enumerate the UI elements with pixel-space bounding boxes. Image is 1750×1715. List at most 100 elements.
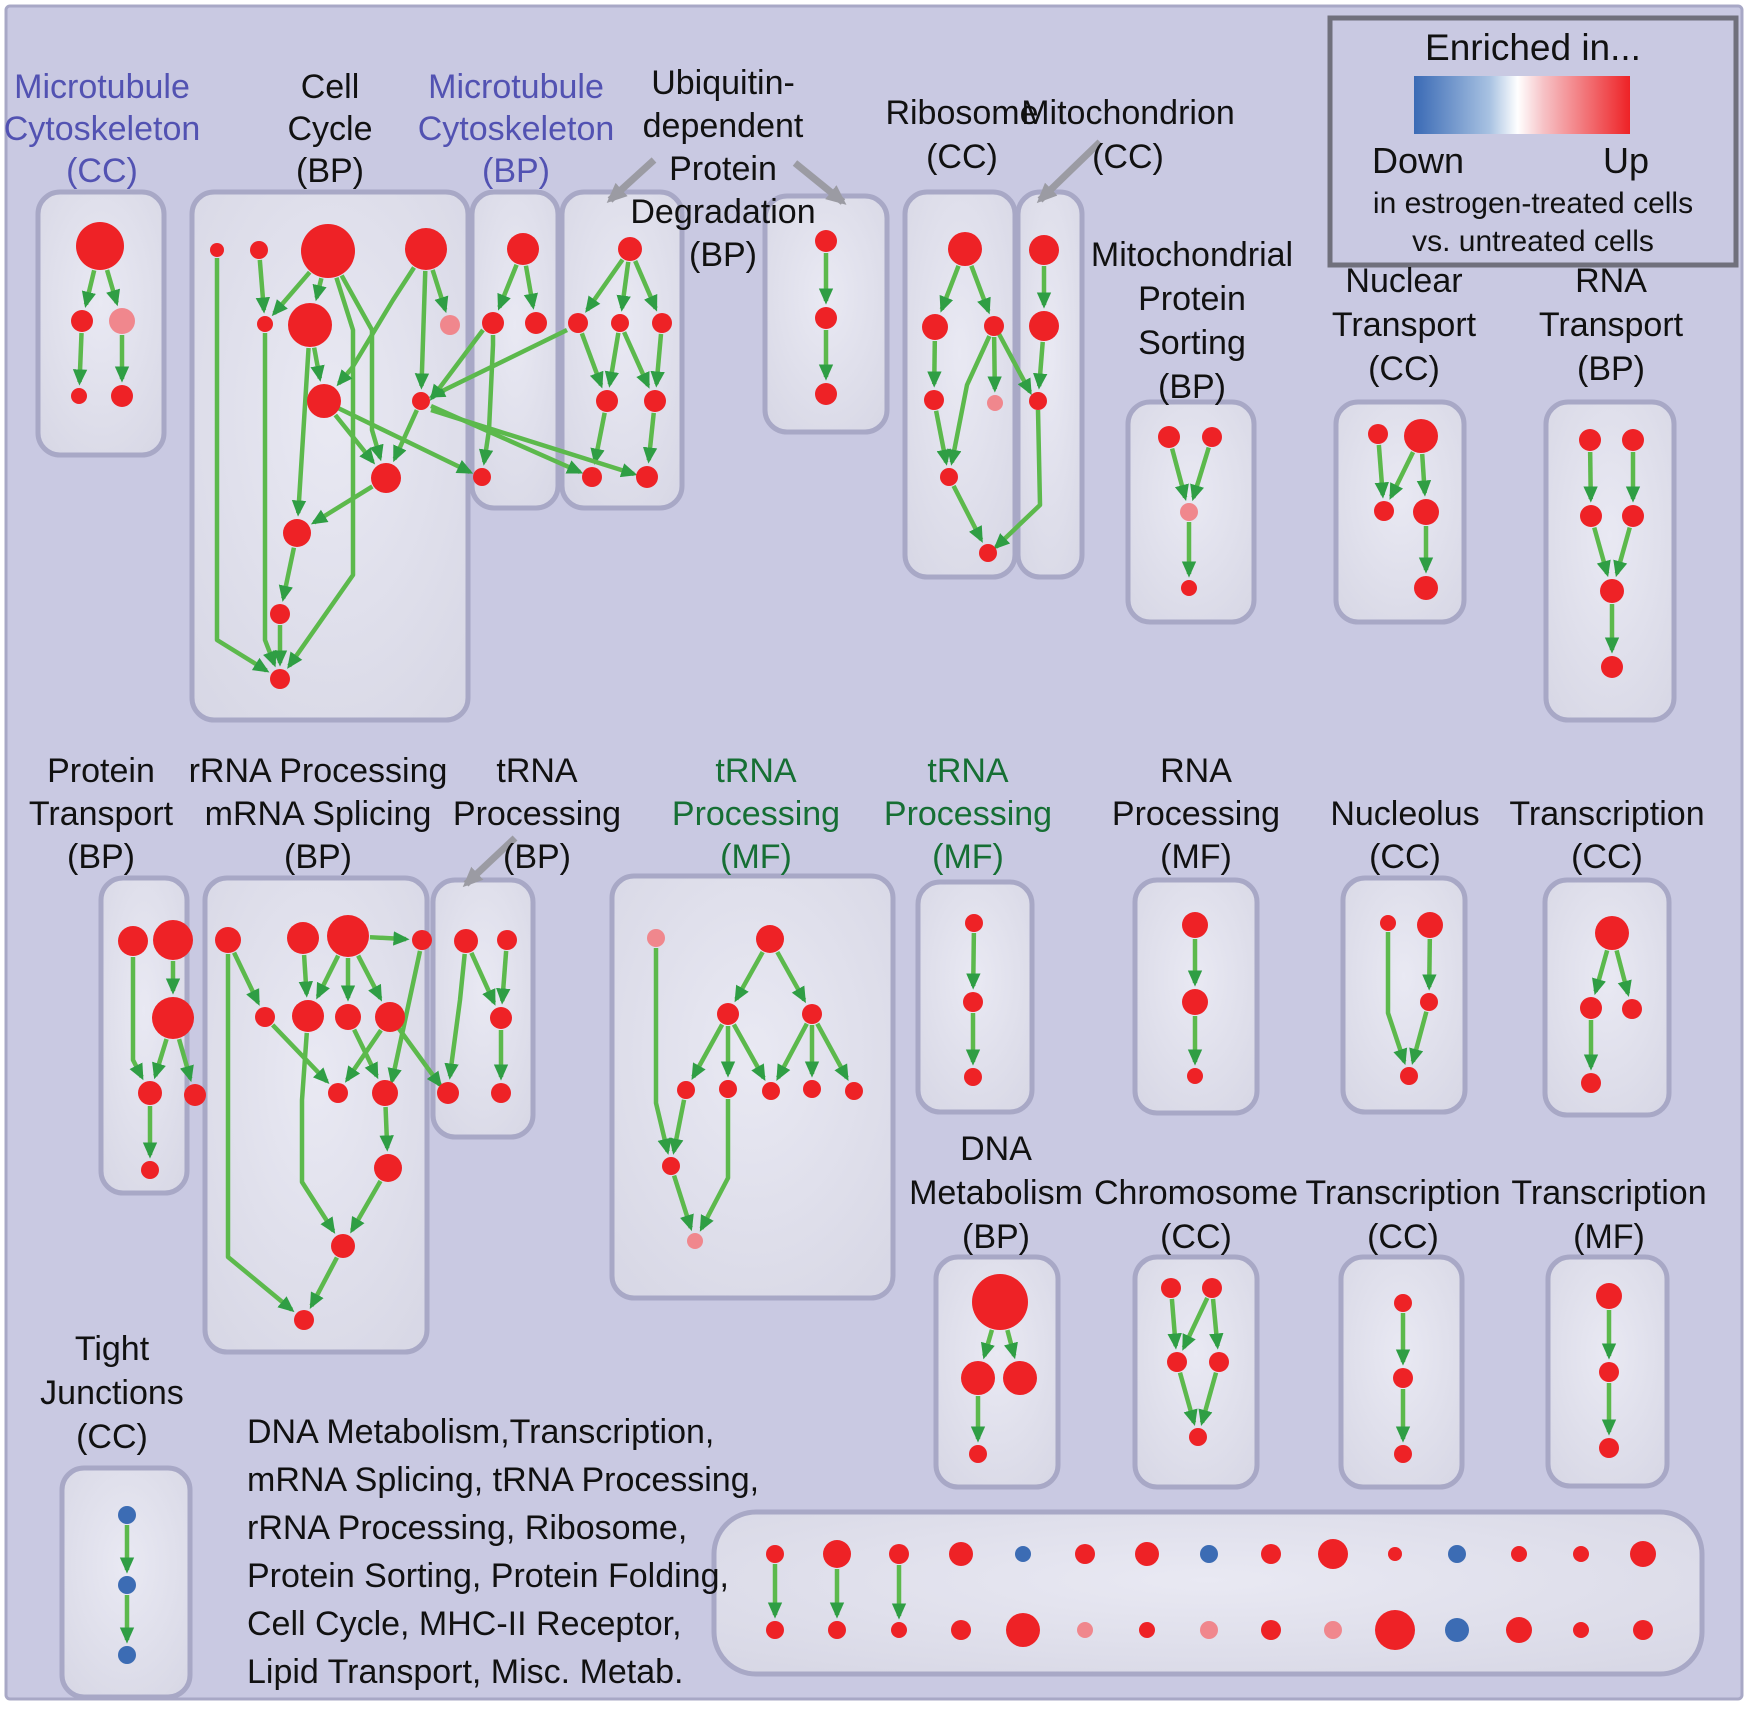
edge-arrow (1389, 451, 1416, 500)
label-pointer-arrow (792, 160, 847, 205)
edge-arrow (1592, 949, 1610, 996)
transcription-cc-row2-label: (CC) (1571, 838, 1643, 876)
dna-metabolism-bp-node (961, 1361, 995, 1395)
cell-cycle-bp-node (257, 316, 273, 332)
rna-processing-mf-node (1182, 989, 1208, 1015)
edge-arrow (339, 274, 384, 462)
tight-junctions-cc-node (118, 1506, 136, 1524)
edge-arrow (1169, 448, 1189, 501)
label-pointer-arrow (1036, 139, 1103, 204)
edge-arrow (262, 333, 277, 668)
edge-arrow (1614, 949, 1632, 998)
rrna-processing-mrna-splicing-bp-node (372, 1080, 398, 1106)
microtubule-cytoskeleton-cc-node (71, 310, 93, 332)
misc-terms-text: rRNA Processing, Ribosome, (247, 1509, 687, 1547)
edge-arrow (523, 265, 538, 310)
edge-arrow (298, 954, 313, 998)
chromosome-cc-node (1202, 1278, 1222, 1298)
rna-processing-mf-label: Processing (1112, 795, 1280, 833)
nucleolus-cc-node (1400, 1067, 1418, 1085)
legend-box (1327, 15, 1739, 268)
microtubule-cytoskeleton-bp-label: Microtubule (428, 68, 604, 106)
protein-transport-bp-node (138, 1081, 162, 1105)
label-pointer-arrow (606, 157, 657, 204)
edge-arrow (966, 932, 981, 990)
layer-pointer-arrows (462, 139, 1103, 888)
cross-cluster-edge-arrow (395, 1024, 443, 1088)
edge-arrow (271, 270, 312, 317)
trna-processing-bp-label: (BP) (503, 838, 571, 876)
tight-junctions-cc-label: Tight (75, 1330, 150, 1368)
edge-arrow (255, 259, 271, 314)
edge-arrow (980, 1329, 995, 1360)
dna-metabolism-bp-node (1003, 1361, 1037, 1395)
misc-term-node (1388, 1547, 1402, 1561)
mitochondrial-protein-sorting-bp-node (1202, 427, 1222, 447)
edge-arrow (939, 264, 961, 313)
trna-processing-mf-1-node (762, 1082, 780, 1100)
edge-arrow (1198, 1371, 1219, 1427)
nuclear-transport-cc-node (1404, 419, 1438, 453)
edge-arrow (1177, 1371, 1198, 1427)
ubiquitin-degradation-bp-label: Ubiquitin- (651, 64, 795, 102)
rrna-processing-mrna-splicing-bp-node (294, 1310, 314, 1330)
protein-transport-bp-node (118, 926, 148, 956)
edge-arrow (478, 335, 496, 466)
misc-term-node (828, 1621, 846, 1639)
nuclear-transport-cc-node (1368, 424, 1388, 444)
edge-arrow (430, 269, 449, 314)
misc-term-node (1015, 1546, 1031, 1562)
edge-arrow (1409, 1011, 1429, 1065)
microtubule-cytoskeleton-cc-node (109, 308, 135, 334)
dna-metabolism-bp-label: (BP) (962, 1218, 1030, 1256)
rrna-processing-mrna-splicing-bp-node (335, 1004, 361, 1030)
nuclear-transport-cc-label: (CC) (1368, 350, 1440, 388)
trna-processing-mf-2-label: tRNA (927, 752, 1009, 790)
trna-processing-mf-2-node (964, 1068, 982, 1086)
trna-processing-mf-1-box (609, 873, 896, 1301)
protein-transport-bp-label: Protein (47, 752, 155, 790)
protein-transport-bp-node (184, 1084, 206, 1106)
edge-arrow (333, 413, 376, 465)
edge-arrow (152, 1038, 169, 1080)
misc-term-node (766, 1545, 784, 1563)
misc-term-node (1375, 1610, 1415, 1650)
chromosome-cc-node (1161, 1278, 1181, 1298)
mitochondrion-cc-node (1029, 311, 1059, 341)
rrna-processing-mrna-splicing-bp-node (331, 1234, 355, 1258)
cross-cluster-edge-arrow (993, 409, 1043, 550)
edge-arrow (392, 409, 419, 463)
ribosome-cc-node (979, 544, 997, 562)
layer-edges (72, 253, 1641, 1644)
edge-arrow (1613, 526, 1632, 578)
edge-arrow (1583, 451, 1598, 503)
legend-subtitle-1: in estrogen-treated cells (1373, 187, 1693, 220)
protein-transport-bp-label: (BP) (67, 838, 135, 876)
cell-cycle-bp-node (412, 392, 430, 410)
ubiquitin-degradation-bp-node (652, 313, 672, 333)
ribosome-cc-node (984, 316, 1004, 336)
transcription-cc-row2-label: Transcription (1509, 795, 1704, 833)
trna-processing-bp-node (491, 1083, 511, 1103)
misc-term-node (949, 1542, 973, 1566)
misc-term-node (1573, 1546, 1589, 1562)
dna-metabolism-bp-label: Metabolism (909, 1174, 1083, 1212)
ubiquitin-degradation-bp-2-node (815, 383, 837, 405)
edge-arrow (310, 347, 325, 382)
rna-transport-bp-node (1579, 429, 1601, 451)
ribosome-cc-node (922, 314, 948, 340)
cell-cycle-bp-node (283, 519, 311, 547)
edge-arrow (369, 931, 410, 946)
nucleolus-cc-node (1420, 993, 1438, 1011)
rrna-processing-mrna-splicing-bp-node (327, 915, 369, 957)
transcription-mf-node (1599, 1438, 1619, 1458)
chromosome-cc-node (1189, 1428, 1207, 1446)
microtubule-cytoskeleton-bp-label: Cytoskeleton (418, 110, 615, 148)
ubiquitin-degradation-bp-label: (BP) (689, 236, 757, 274)
edge-arrow (356, 954, 383, 1002)
edge-arrow (232, 951, 261, 1006)
trna-processing-mf-1-node (803, 1080, 821, 1098)
label-pointer-arrow (462, 835, 518, 888)
edge-arrow (350, 1179, 383, 1234)
nuclear-transport-cc-node (1413, 499, 1439, 525)
